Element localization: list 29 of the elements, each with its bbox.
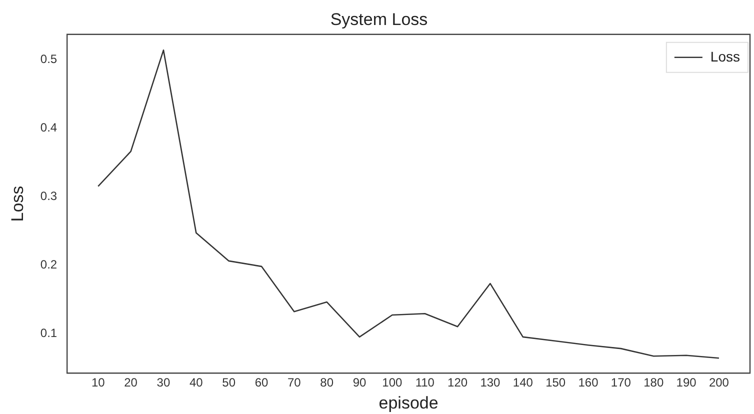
x-tick-label: 160 [578, 376, 599, 390]
y-axis-title: Loss [8, 186, 27, 222]
x-tick-label: 140 [512, 376, 534, 390]
x-tick-label: 190 [676, 376, 697, 390]
legend-label: Loss [710, 48, 740, 64]
x-tick-label: 10 [91, 376, 106, 390]
x-tick-label: 130 [480, 376, 501, 390]
x-tick-label: 100 [382, 376, 403, 390]
x-tick-label: 30 [156, 376, 170, 390]
y-tick-label: 0.3 [40, 188, 58, 203]
x-tick-label: 80 [320, 376, 334, 390]
y-tick-label: 0.4 [40, 120, 58, 134]
x-tick-label: 90 [352, 376, 367, 390]
x-tick-label: 70 [287, 376, 302, 390]
chart-title: System Loss [330, 10, 428, 29]
x-tick-label: 20 [124, 376, 138, 390]
x-tick-label: 60 [254, 376, 268, 390]
y-tick-label: 0.2 [40, 257, 58, 272]
y-tick-label: 0.5 [40, 52, 58, 66]
x-tick-label: 150 [546, 376, 566, 390]
x-axis-title: episode [378, 393, 438, 412]
x-tick-label: 110 [415, 376, 435, 390]
x-tick-label: 170 [610, 376, 632, 390]
x-tick-label: 200 [708, 376, 730, 390]
x-tick-label: 120 [448, 376, 468, 390]
x-tick-label: 180 [644, 376, 664, 390]
x-tick-label: 40 [189, 376, 204, 390]
x-tick-label: 50 [222, 376, 236, 390]
y-tick-label: 0.1 [40, 326, 58, 340]
